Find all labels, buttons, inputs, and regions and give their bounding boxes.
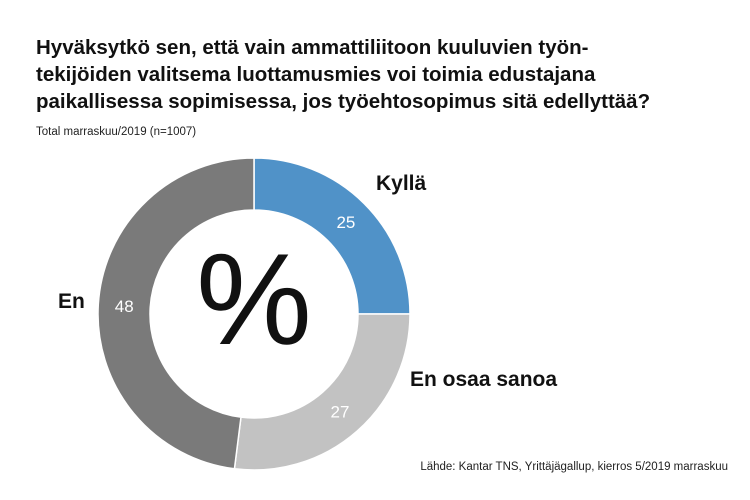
chart-title-line-2: tekijöiden valitsema luottamusmies voi t… [36,63,596,86]
chart-subtitle: Total marraskuu/2019 (n=1007) [36,126,197,138]
value-label-1: 25 [336,213,355,232]
donut-slice-3 [97,157,255,470]
donut-labels: 25 Kyllä 27 En osaa sanoa 48 En [58,172,557,422]
donut-slices [97,157,411,471]
percent-symbol: % [196,226,312,372]
donut-slice-2 [233,313,411,471]
category-label-2: En osaa sanoa [410,368,557,391]
value-label-2: 27 [331,403,350,422]
chart-title-line-3: paikallisessa sopimisessa, jos työehtoso… [36,90,651,113]
chart-source: Lähde: Kantar TNS, Yrittäjägallup, kierr… [420,461,728,473]
category-label-3: En [58,290,85,313]
category-label-1: Kyllä [376,172,427,195]
value-label-3: 48 [115,297,134,316]
chart-title-line-1: Hyväksytkö sen, että vain ammattiliitoon… [36,36,589,59]
chart-title: Hyväksytkö sen, että vain ammattiliitoon… [36,34,726,115]
